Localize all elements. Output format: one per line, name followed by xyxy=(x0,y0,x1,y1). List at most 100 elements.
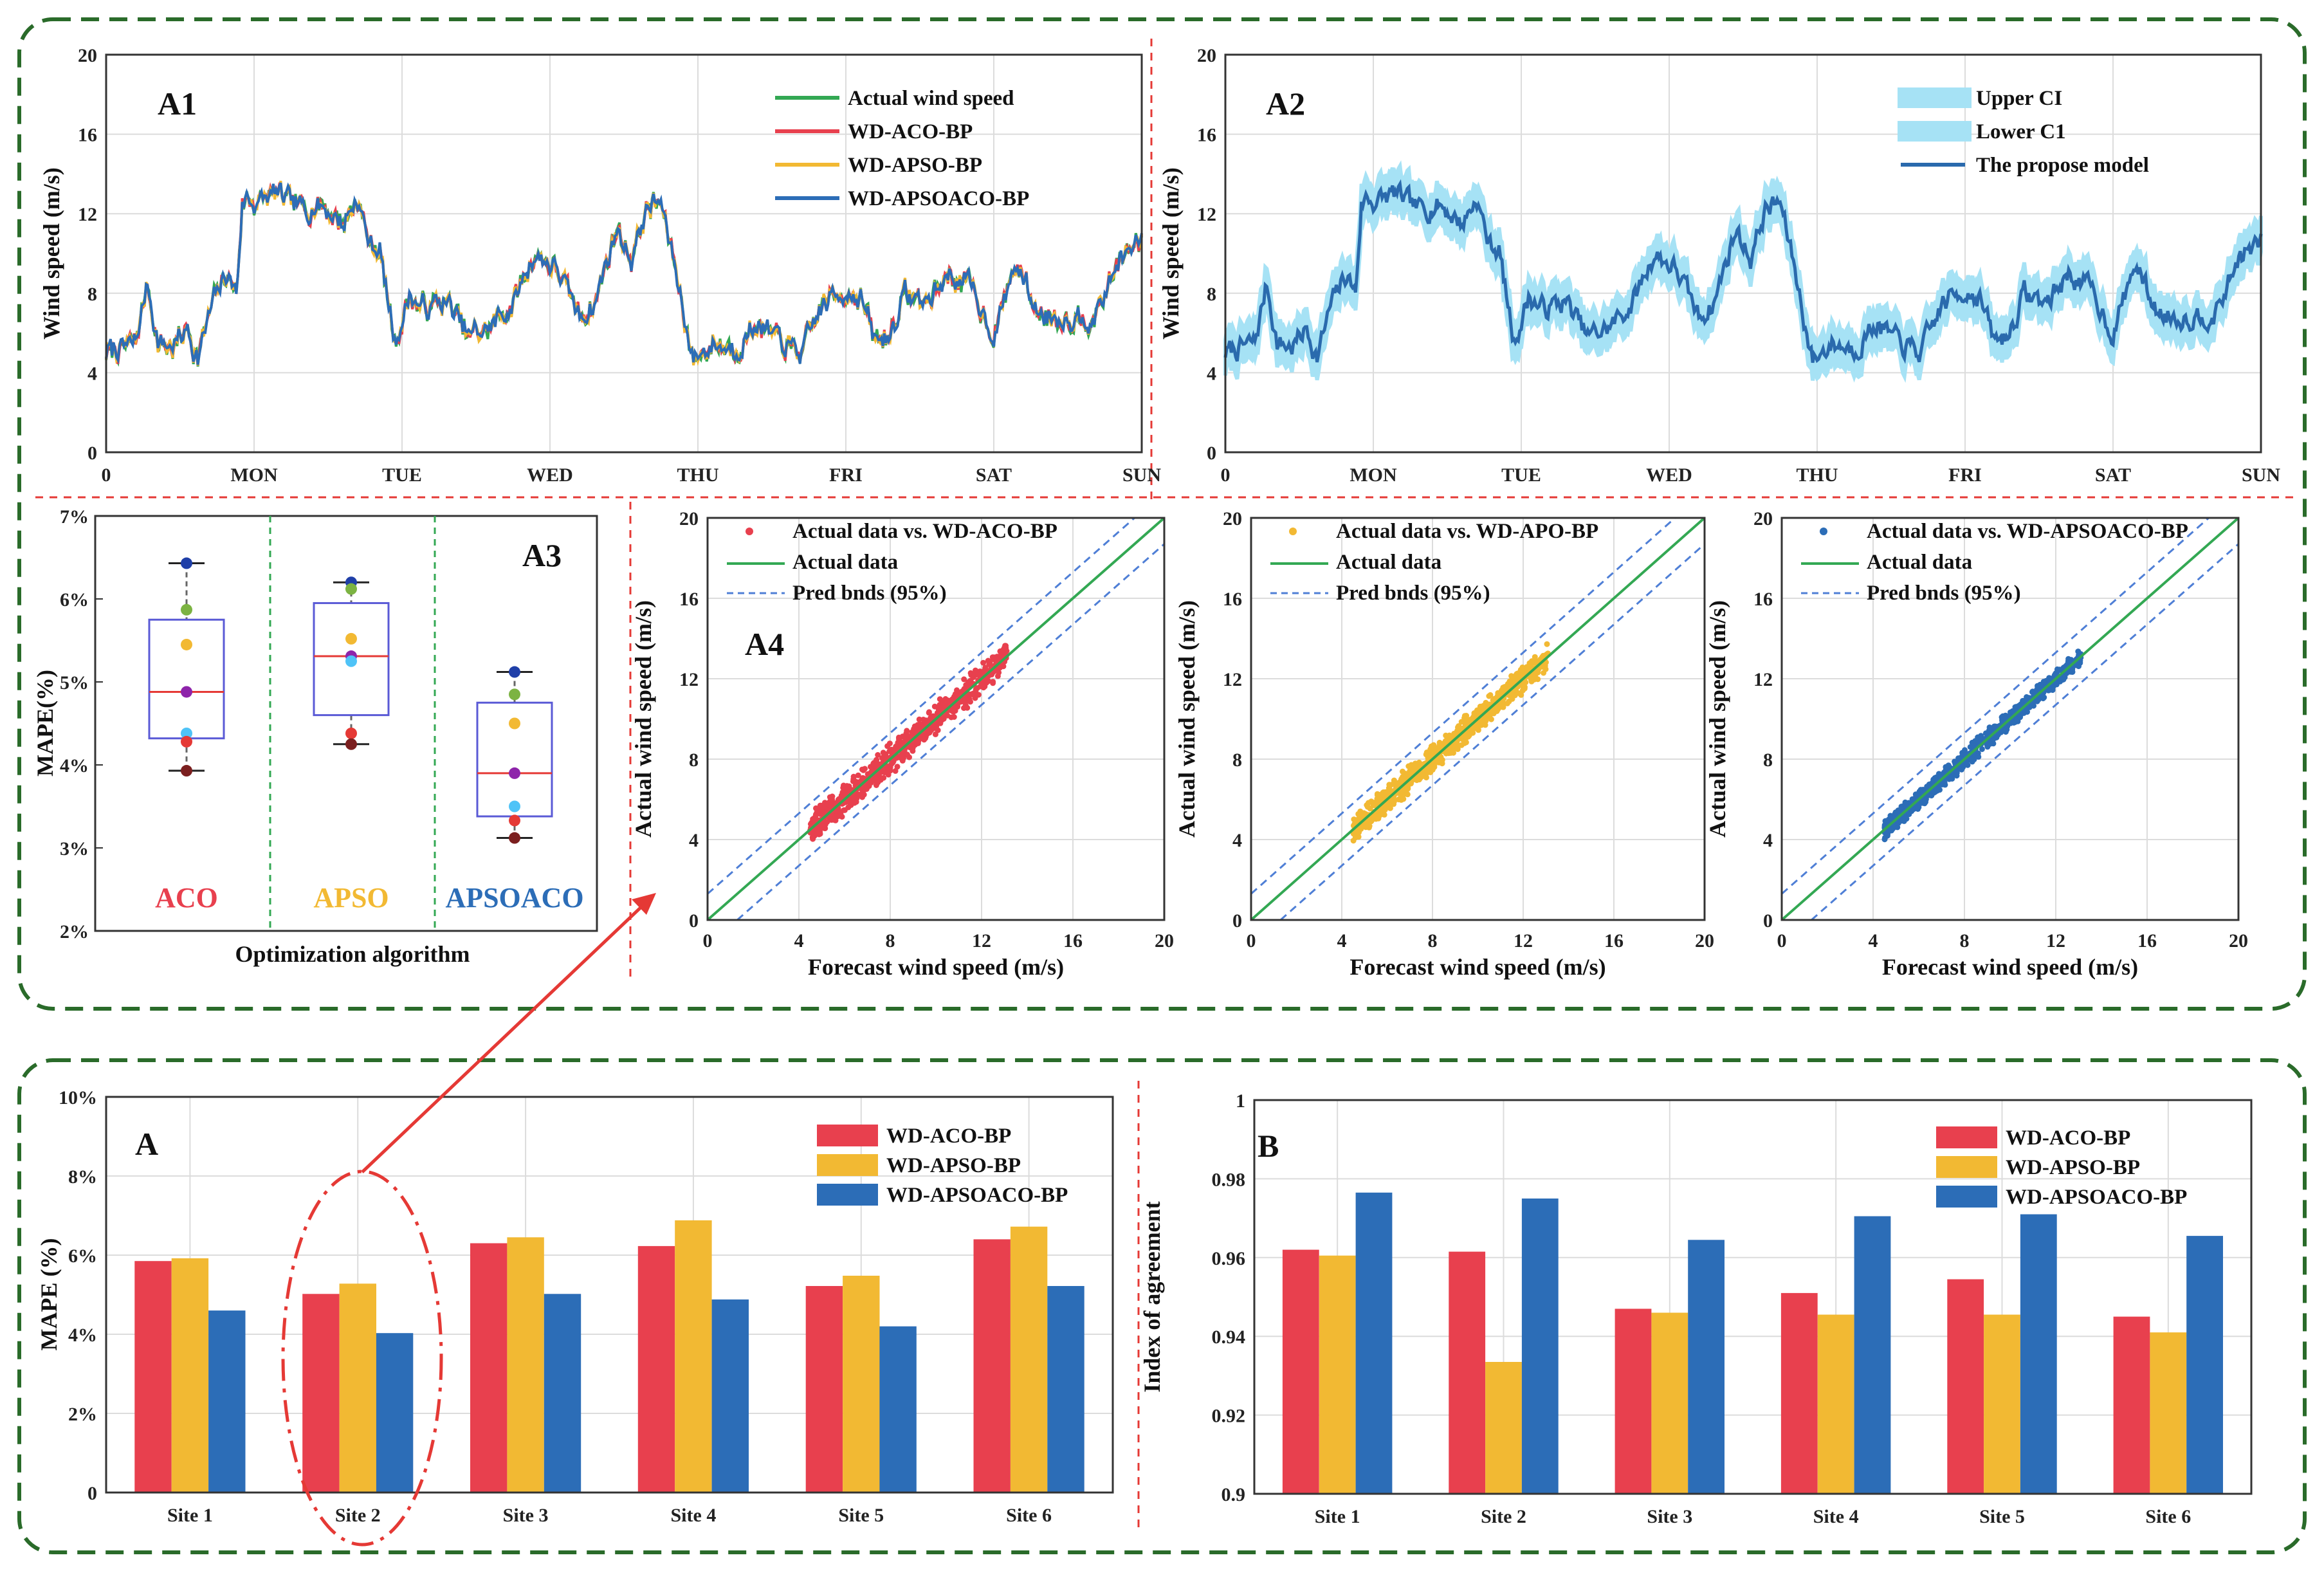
scatter-point xyxy=(1396,796,1403,802)
bar-1 xyxy=(134,1261,172,1493)
legend-label: WD-ACO-BP xyxy=(2006,1126,2130,1150)
bar-2 xyxy=(1010,1226,1048,1493)
a4-panel-label: A4 xyxy=(745,626,784,662)
pred-band-upper xyxy=(1250,517,1676,895)
bar-1 xyxy=(973,1239,1011,1493)
x-tick-label: 20 xyxy=(1695,930,1714,951)
bar-2 xyxy=(1651,1312,1688,1494)
scatter-point xyxy=(1967,744,1973,750)
scatter-point xyxy=(1498,704,1505,710)
scatter-point xyxy=(1924,784,1930,790)
legend-label: WD-APSO-BP xyxy=(848,154,982,177)
y-tick-label: 0 xyxy=(1232,910,1242,932)
scatter-point xyxy=(1427,753,1433,760)
scatter-point xyxy=(994,673,1001,679)
scatter-point xyxy=(841,807,847,813)
x-tick-label: 16 xyxy=(1604,930,1624,951)
scatter-point xyxy=(963,682,969,688)
scatter-point xyxy=(1386,800,1392,807)
top-frame xyxy=(17,17,2307,1011)
box-point xyxy=(509,767,520,779)
scatter-point xyxy=(1885,831,1891,837)
bar-3 xyxy=(1047,1286,1084,1493)
x-tick-label: Site 5 xyxy=(838,1505,884,1526)
a4-xlabel: Forecast wind speed (m/s) xyxy=(1882,954,2138,980)
scatter-point xyxy=(916,716,922,722)
x-tick-label: 12 xyxy=(2046,930,2065,951)
scatter-point xyxy=(937,696,943,703)
box-point xyxy=(181,765,192,777)
scatter-point xyxy=(827,816,834,823)
legend-label: Actual data vs. WD-APSOACO-BP xyxy=(1867,520,2188,543)
box-point xyxy=(509,666,520,678)
y-tick-label: 0.9 xyxy=(1221,1484,1246,1505)
y-tick-label: 20 xyxy=(1753,508,1773,529)
scatter-point xyxy=(839,792,846,798)
pred-band-upper xyxy=(707,517,1135,895)
chart-bar-b: 0.9 0.92 0.94 0.96 0.98 1 Site 1 Site 2 Site 3 S… xyxy=(1139,1090,2253,1527)
y-tick-label: 16 xyxy=(1197,125,1216,146)
x-tick-label: 0 xyxy=(1247,930,1256,951)
box-group-label: APSO xyxy=(313,882,389,914)
scatter-point xyxy=(1352,834,1359,841)
scatter-point xyxy=(814,809,820,816)
x-tick-label: 20 xyxy=(1155,930,1174,951)
x-tick-label: Site 2 xyxy=(335,1505,381,1526)
scatter-point xyxy=(1447,746,1453,752)
scatter-point xyxy=(908,742,915,749)
x-tick-label: Site 3 xyxy=(1647,1506,1692,1527)
scatter-point xyxy=(843,784,850,790)
bar-3 xyxy=(711,1299,749,1493)
a1-ylabel: Wind speed (m/s) xyxy=(39,167,64,339)
x-tick-label: 12 xyxy=(972,930,991,951)
plot-frame xyxy=(1250,517,1706,921)
scatter-point xyxy=(859,775,866,781)
scatter-point xyxy=(1532,654,1538,660)
box-point xyxy=(509,688,520,701)
legend-label: Upper CI xyxy=(1976,87,2062,110)
scatter-point xyxy=(1541,670,1547,676)
y-tick-label: 4 xyxy=(87,363,97,384)
scatter-point xyxy=(1528,674,1534,681)
box-point xyxy=(181,686,192,698)
legend-label: WD-APSOACO-BP xyxy=(848,187,1029,210)
bar-2 xyxy=(675,1220,712,1493)
y-tick-label: 8 xyxy=(1763,749,1773,771)
x-tick-label: Site 5 xyxy=(1979,1506,2025,1527)
box-point xyxy=(509,832,520,844)
y-tick-label: 8 xyxy=(1207,284,1216,305)
scatter-point xyxy=(1535,676,1541,683)
scatter-point xyxy=(1416,759,1422,766)
a4-ylabel: Actual wind speed (m/s) xyxy=(630,600,656,838)
y-tick-label: 4% xyxy=(68,1325,97,1346)
scatter-point xyxy=(894,764,901,770)
x-tick-label: 12 xyxy=(1514,930,1533,951)
scatter-point xyxy=(948,714,955,721)
scatter-point xyxy=(941,701,947,708)
chart-a4-panel-1: 00 4 4 8 8 12 12 16 16 20 20 Actual data vs. WD-ACO… xyxy=(630,508,1174,980)
legend-swatch xyxy=(1936,1156,1997,1178)
scatter-point xyxy=(912,724,919,730)
legend-swatch xyxy=(817,1184,878,1206)
bar-3 xyxy=(1688,1240,1725,1494)
y-tick-label: 2% xyxy=(60,921,89,942)
scatter-point xyxy=(990,680,996,686)
scatter-point xyxy=(1896,808,1903,814)
y-tick-label: 8 xyxy=(689,749,699,771)
bar-a-ylabel: MAPE (%) xyxy=(36,1238,62,1351)
scatter-point xyxy=(920,735,926,742)
a4-xlabel: Forecast wind speed (m/s) xyxy=(808,954,1064,980)
a3-ylabel: MAPE(%) xyxy=(32,670,58,776)
bar-b-ylabel: Index of agreement xyxy=(1139,1201,1165,1392)
bar-1 xyxy=(302,1294,340,1493)
y-tick-label: 12 xyxy=(1197,204,1216,225)
scatter-point xyxy=(2009,708,2016,714)
scatter-point xyxy=(991,656,998,663)
scatter-point xyxy=(1369,817,1375,823)
scatter-point xyxy=(890,748,896,754)
scatter-point xyxy=(1480,703,1487,709)
x-tick-label: SAT xyxy=(2095,464,2131,486)
legend-label: Actual data vs. WD-ACO-BP xyxy=(792,520,1057,543)
scatter-point xyxy=(2054,666,2060,672)
scatter-point xyxy=(1524,664,1530,670)
